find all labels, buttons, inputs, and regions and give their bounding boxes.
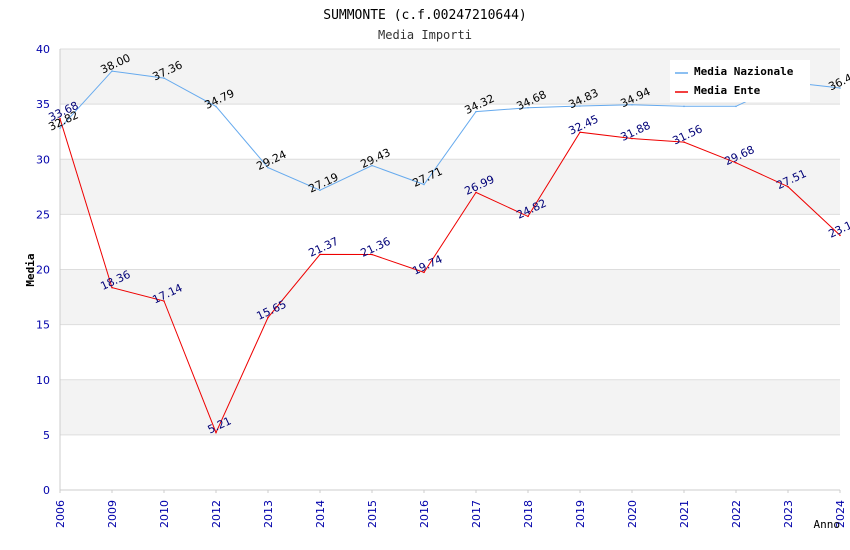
x-tick-label: 2021 [678, 500, 691, 528]
data-point-media-nazionale [579, 105, 581, 107]
series-line-media-ente [59, 118, 841, 434]
x-tick-label: 2017 [470, 500, 483, 528]
y-tick-label: 40 [36, 43, 50, 56]
x-tick-label: 2012 [210, 500, 223, 528]
data-point-media-ente [475, 191, 477, 194]
x-tick-label: 2020 [626, 500, 639, 528]
data-point-media-nazionale [735, 105, 737, 108]
data-point-media-ente [59, 117, 61, 120]
x-tick-label: 2024 [834, 500, 847, 528]
chart-subtitle: Media Importi [378, 28, 472, 42]
y-axis-label: Media [24, 253, 37, 286]
data-point-media-ente [839, 234, 841, 237]
data-point-media-nazionale [631, 103, 633, 106]
y-tick-label: 30 [36, 153, 50, 166]
data-point-media-nazionale [111, 70, 113, 72]
data-point-media-nazionale [475, 110, 477, 113]
data-point-media-nazionale [839, 87, 841, 89]
plot-band [60, 269, 840, 325]
data-point-media-ente [631, 137, 633, 140]
tick-labels: 0 5 10 15 20 25 30 35 40 2006 2009 2010 2012 2013 2014… [36, 43, 847, 528]
x-tick-label: 2022 [730, 500, 743, 528]
y-tick-label: 10 [36, 374, 50, 387]
plot-band [60, 159, 840, 215]
x-tick-label: 2013 [262, 500, 275, 528]
legend-label-media-ente: Media Ente [694, 84, 761, 97]
x-tick-label: 2009 [106, 500, 119, 528]
x-axis-label: Anno [814, 518, 841, 531]
x-tick-label: 2015 [366, 500, 379, 528]
data-point-media-ente [371, 253, 373, 256]
data-point-media-nazionale [423, 183, 425, 186]
data-point-media-nazionale [527, 106, 529, 109]
data-point-media-ente [111, 286, 113, 289]
data-point-media-ente [163, 300, 165, 302]
y-tick-label: 5 [43, 429, 50, 442]
data-point-media-ente [267, 316, 269, 319]
legend: Media Nazionale Media Ente [670, 60, 810, 102]
series-lines [59, 70, 841, 434]
data-point-media-ente [215, 431, 217, 434]
legend-label-media-nazionale: Media Nazionale [694, 65, 794, 78]
plot-band [60, 379, 840, 435]
data-point-media-nazionale [163, 77, 165, 79]
axes [59, 49, 841, 493]
data-point-media-nazionale [371, 164, 373, 167]
data-point-media-ente [787, 185, 789, 188]
x-tick-label: 2010 [158, 500, 171, 528]
series-line-media-nazionale [59, 70, 841, 191]
x-tick-label: 2014 [314, 500, 327, 528]
y-tick-label: 15 [36, 319, 50, 332]
data-point-media-ente [423, 271, 425, 274]
data-point-media-ente [683, 141, 685, 143]
y-tick-label: 20 [36, 264, 50, 277]
legend-box [670, 60, 810, 102]
data-point-media-nazionale [683, 105, 685, 108]
y-tick-label: 35 [36, 98, 50, 111]
data-point-media-ente [527, 215, 529, 218]
x-tick-label: 2018 [522, 500, 535, 528]
data-point-media-ente [579, 131, 581, 134]
chart-title: SUMMONTE (c.f.00247210644) [323, 8, 527, 23]
x-tick-label: 2023 [782, 500, 795, 528]
y-tick-label: 25 [36, 208, 50, 221]
data-point-media-nazionale [215, 105, 217, 108]
data-point-media-ente [735, 161, 737, 164]
x-tick-label: 2019 [574, 500, 587, 528]
data-point-media-nazionale [59, 127, 61, 129]
x-tick-label: 2016 [418, 500, 431, 528]
data-point-media-nazionale [319, 189, 321, 192]
x-tick-label: 2006 [54, 500, 67, 528]
y-tick-label: 0 [43, 484, 50, 497]
data-point-media-ente [319, 253, 321, 256]
data-point-media-nazionale [267, 166, 269, 169]
grid-lines [60, 48, 840, 491]
